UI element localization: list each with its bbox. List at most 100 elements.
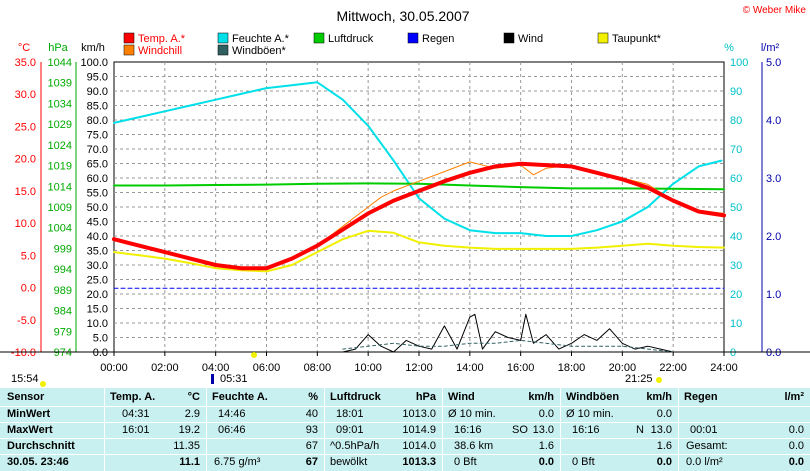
series-luftdruck <box>113 182 725 191</box>
legend-label: Luftdruck <box>328 33 374 45</box>
tick-temp: -10.0 <box>11 347 36 359</box>
legend-label: Regen <box>422 33 454 45</box>
series-temp-a <box>112 161 726 271</box>
axes: 35.0 30.0 25.0 20.0 15.0 10.0 5.0 0.0 -5.0 -10.0 1… <box>0 57 810 359</box>
legend-swatch <box>123 32 135 44</box>
tick-wind: 5.0 <box>93 333 108 345</box>
x-tick-label: 18:00 <box>558 362 586 374</box>
cur-temp: 11.1 <box>179 456 200 468</box>
tick-wind: 20.0 <box>87 289 108 301</box>
cur-abs-hum: 6.75 g/m³ <box>214 456 261 468</box>
tick-temp: 5.0 <box>21 250 36 262</box>
avg-temp: 11.35 <box>173 440 200 452</box>
sun-icon <box>40 381 46 387</box>
x-tick-label: 20:00 <box>609 362 637 374</box>
max-wind: 13.0 <box>532 424 554 436</box>
tick-humidity: 10 <box>730 318 742 330</box>
unit-pressure: hPa <box>48 42 68 54</box>
tick-temp: 30.0 <box>15 89 36 101</box>
tick-pressure: 1029 <box>48 119 72 131</box>
legend: Temp. A.* Feuchte A.* Luftdruck Regen Wind Ta… <box>123 32 662 57</box>
hdr-wind: Wind <box>448 391 475 403</box>
legend-label: Feuchte A.* <box>232 33 290 45</box>
legend-label: Temp. A.* <box>138 33 186 45</box>
hdr-temp-unit: °C <box>187 391 200 403</box>
tick-humidity: 0 <box>730 347 736 359</box>
x-tick-label: 06:00 <box>253 362 281 374</box>
x-tick-label: 08:00 <box>304 362 332 374</box>
legend-swatch <box>503 32 515 44</box>
x-tick-label: 10:00 <box>354 362 382 374</box>
max-gust-dir: N <box>636 424 644 436</box>
cur-rain-total: 0.0 l/m² <box>686 456 723 468</box>
x-tick-label: 12:00 <box>405 362 433 374</box>
chart-title: Mittwoch, 30.05.2007 <box>336 8 469 24</box>
sunrise-sun-icon <box>251 352 257 358</box>
min-gust-label: Ø 10 min. <box>566 408 614 420</box>
legend-label: Wind <box>518 33 543 45</box>
sun-left-time: 15:54 <box>11 373 39 385</box>
tick-humidity: 30 <box>730 260 742 272</box>
max-hum: 93 <box>305 424 318 436</box>
tick-rain: 2.0 <box>766 231 781 243</box>
tick-rain: 5.0 <box>766 57 781 69</box>
tick-pressure: 979 <box>54 326 72 338</box>
tick-temp: 10.0 <box>15 218 36 230</box>
tick-pressure: 1019 <box>48 161 72 173</box>
x-axis: 00:00 02:00 04:00 06:00 08:00 10:00 12:00 14:00… <box>100 352 738 374</box>
tick-rain: 0.0 <box>766 347 781 359</box>
min-hum: 40 <box>305 408 318 420</box>
credit-text: © Weber Mike <box>743 5 807 16</box>
tick-temp: 15.0 <box>15 186 36 198</box>
cur-hum: 67 <box>305 456 318 468</box>
cur-wind: 0.0 <box>538 456 554 468</box>
tick-humidity: 90 <box>730 86 742 98</box>
tick-rain: 4.0 <box>766 115 781 127</box>
tick-humidity: 20 <box>730 289 742 301</box>
legend-swatch <box>217 32 229 44</box>
x-tick-label: 22:00 <box>659 362 687 374</box>
unit-humidity: % <box>724 42 734 54</box>
min-temp-time: 04:31 <box>122 408 150 420</box>
row-max-label: MaxWert <box>7 424 53 436</box>
tick-pressure: 999 <box>54 243 72 255</box>
cur-gust-bft: 0 Bft <box>572 456 595 468</box>
tick-pressure: 1044 <box>48 57 72 69</box>
hdr-sensor: Sensor <box>7 391 45 403</box>
legend-swatch <box>123 44 135 56</box>
max-gust-time: 16:16 <box>572 424 600 436</box>
tick-humidity: 50 <box>730 202 742 214</box>
hdr-gust-unit: km/h <box>646 391 672 403</box>
tick-wind: 85.0 <box>87 101 108 113</box>
tick-temp: -5.0 <box>17 315 36 327</box>
hdr-temp: Temp. A. <box>110 391 156 403</box>
tick-wind: 50.0 <box>87 202 108 214</box>
tick-wind: 95.0 <box>87 72 108 84</box>
row-min-label: MinWert <box>7 408 51 420</box>
cur-gust: 0.0 <box>656 456 672 468</box>
series-windb-en <box>342 339 674 353</box>
legend-label: Windböen* <box>232 45 287 57</box>
sunrise-marker <box>211 374 214 384</box>
series-lines <box>112 81 726 353</box>
tick-pressure: 1034 <box>48 98 72 110</box>
tick-wind: 0.0 <box>93 347 108 359</box>
avg-press: 1014.0 <box>402 440 436 452</box>
unit-temp: °C <box>18 42 30 54</box>
tick-pressure: 974 <box>54 347 72 359</box>
avg-hum: 67 <box>305 440 318 452</box>
max-temp: 19.2 <box>178 424 200 436</box>
legend-label: Taupunkt* <box>612 33 662 45</box>
tick-temp: 25.0 <box>15 121 36 133</box>
weather-chart: Mittwoch, 30.05.2007 © Weber Mike Temp. … <box>0 5 810 387</box>
max-hum-time: 06:46 <box>218 424 246 436</box>
cur-press: 1013.3 <box>402 456 436 468</box>
tick-wind: 15.0 <box>87 304 108 316</box>
series-taupunkt <box>113 229 725 273</box>
x-tick-label: 24:00 <box>710 362 738 374</box>
tick-pressure: 1024 <box>48 140 72 152</box>
tick-pressure: 1014 <box>48 181 72 193</box>
series-feuchte-a <box>113 81 723 237</box>
tick-rain: 1.0 <box>766 289 781 301</box>
tick-pressure: 984 <box>54 306 72 318</box>
